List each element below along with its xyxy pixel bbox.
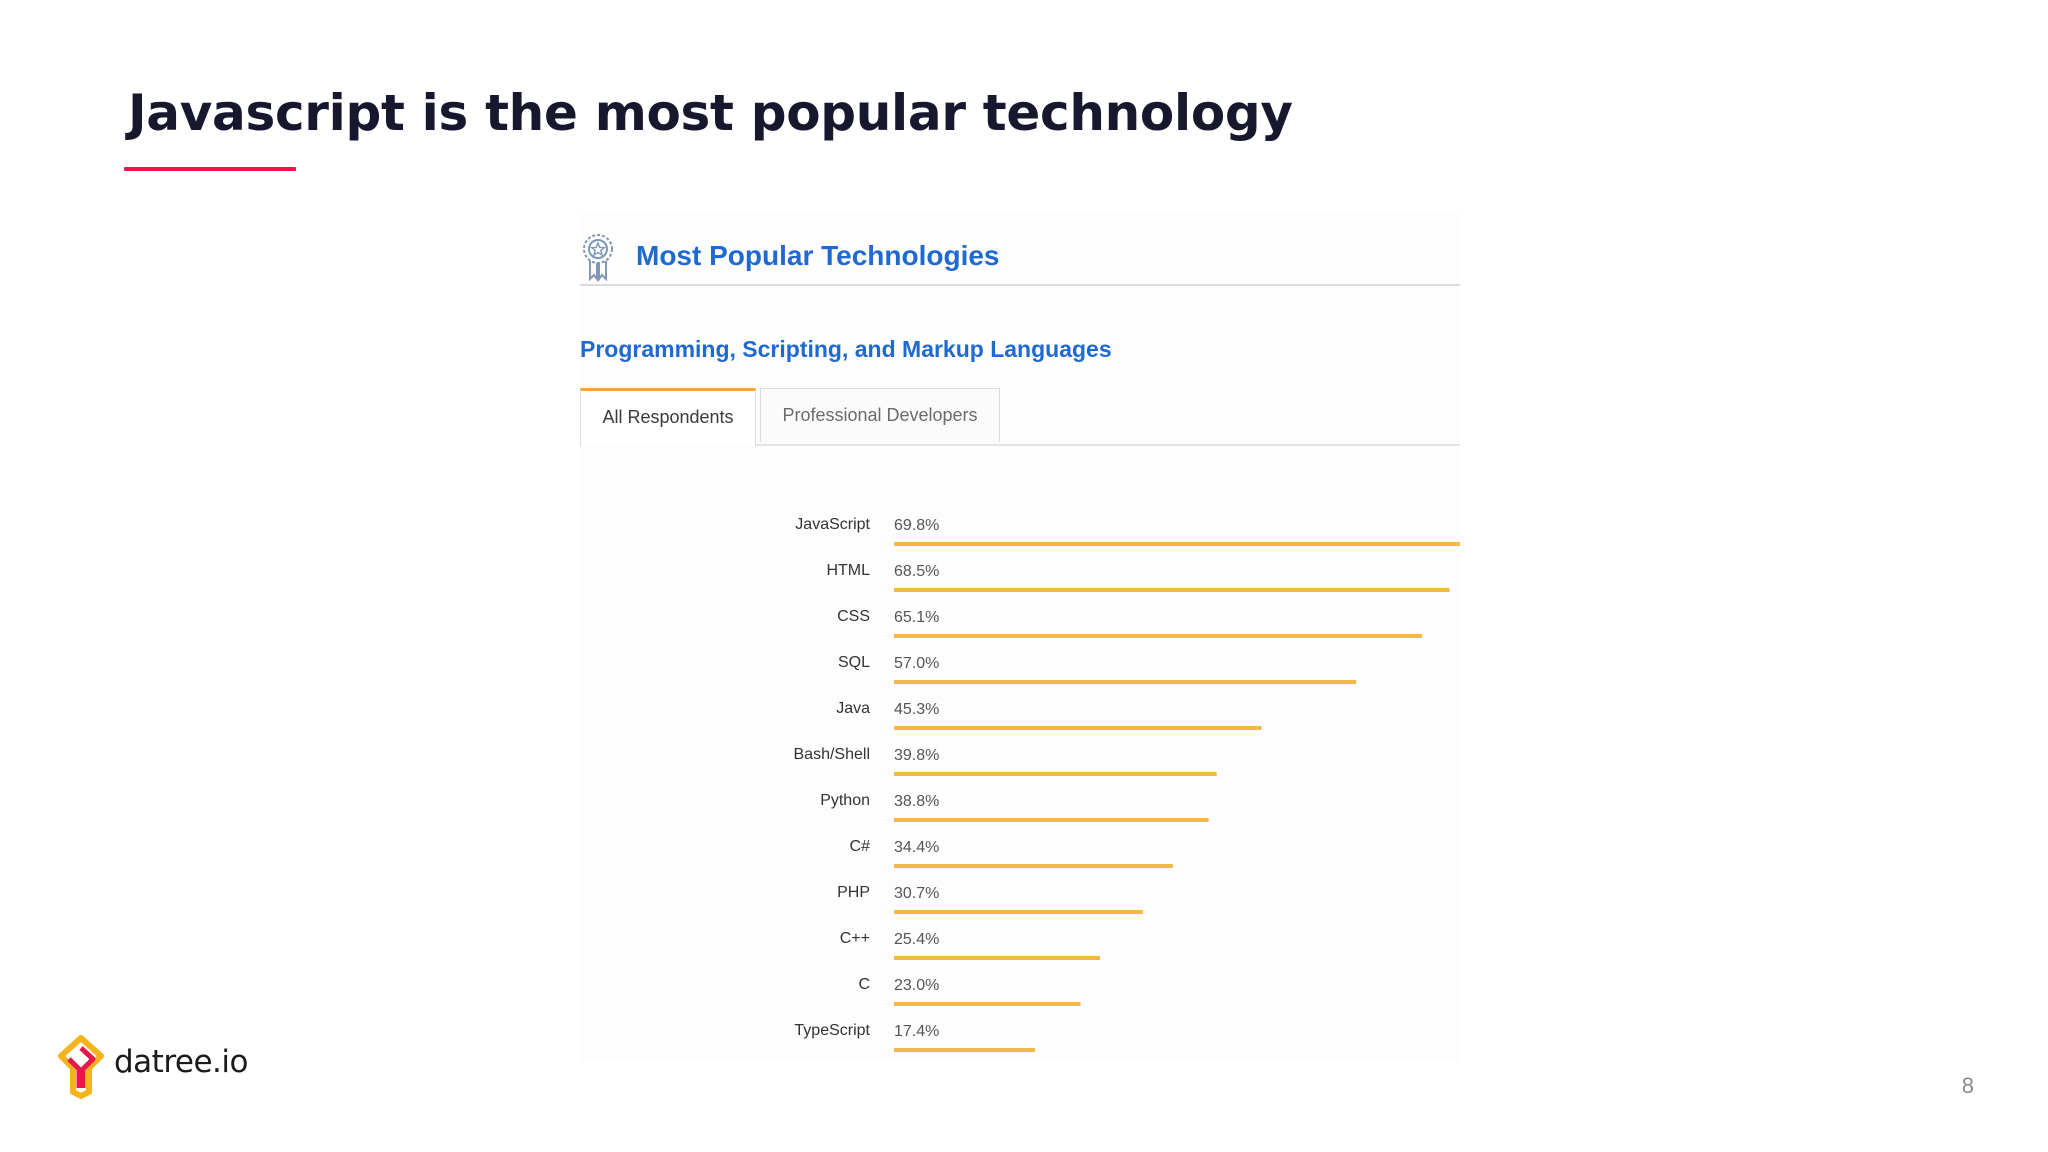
- logo-text: datree.io: [114, 1044, 248, 1080]
- bar: [894, 910, 1143, 914]
- category-label: CSS: [837, 608, 870, 625]
- category-label: HTML: [826, 562, 870, 579]
- bar: [894, 726, 1262, 730]
- slide-title: Javascript is the most popular technolog…: [128, 84, 1293, 142]
- bar: [894, 818, 1209, 822]
- respondent-tabs: All Respondents Professional Developers: [580, 388, 1460, 446]
- value-label: 17.4%: [894, 1023, 939, 1040]
- bar: [894, 542, 1460, 546]
- category-label: JavaScript: [795, 516, 870, 533]
- bar: [894, 680, 1357, 684]
- category-label: C++: [840, 930, 870, 947]
- bar: [894, 634, 1422, 638]
- survey-panel: Most Popular Technologies Programming, S…: [580, 212, 1460, 1062]
- datree-logo-icon: [54, 1034, 108, 1100]
- panel-title: Most Popular Technologies: [636, 240, 1000, 271]
- bar: [894, 1002, 1081, 1006]
- category-label: PHP: [837, 884, 870, 901]
- bar: [894, 864, 1173, 868]
- bar: [894, 772, 1217, 776]
- tab-professional-developers[interactable]: Professional Developers: [760, 388, 1000, 442]
- value-label: 34.4%: [894, 839, 939, 856]
- category-label: Java: [836, 700, 870, 717]
- bar: [894, 588, 1450, 592]
- category-label: SQL: [838, 654, 870, 671]
- value-label: 45.3%: [894, 701, 939, 718]
- value-label: 38.8%: [894, 793, 939, 810]
- value-label: 68.5%: [894, 563, 939, 580]
- category-label: TypeScript: [794, 1022, 870, 1039]
- popularity-bar-chart: JavaScript 69.8% HTML 68.5% CSS 65.1% SQL 57.0%…: [580, 482, 1460, 1062]
- category-label: Python: [820, 792, 870, 809]
- datree-logo[interactable]: datree.io: [54, 1034, 254, 1100]
- value-label: 57.0%: [894, 655, 939, 672]
- value-label: 69.8%: [894, 517, 939, 534]
- section-title: Programming, Scripting, and Markup Langu…: [580, 336, 1112, 362]
- page-number: 8: [1961, 1073, 1974, 1098]
- bar-chart-svg: JavaScript 69.8% HTML 68.5% CSS 65.1% SQL 57.0%…: [794, 516, 1460, 1052]
- bar: [894, 956, 1100, 960]
- category-label: C#: [850, 838, 871, 855]
- value-label: 30.7%: [894, 885, 939, 902]
- panel-header: Most Popular Technologies: [580, 222, 1460, 286]
- category-label: C: [858, 976, 870, 993]
- value-label: 39.8%: [894, 747, 939, 764]
- title-underline: [124, 167, 296, 171]
- tab-all-respondents[interactable]: All Respondents: [580, 388, 756, 446]
- value-label: 65.1%: [894, 609, 939, 626]
- value-label: 23.0%: [894, 977, 939, 994]
- award-ribbon-icon: [580, 232, 616, 282]
- value-label: 25.4%: [894, 931, 939, 948]
- bar: [894, 1048, 1036, 1052]
- category-label: Bash/Shell: [794, 746, 871, 763]
